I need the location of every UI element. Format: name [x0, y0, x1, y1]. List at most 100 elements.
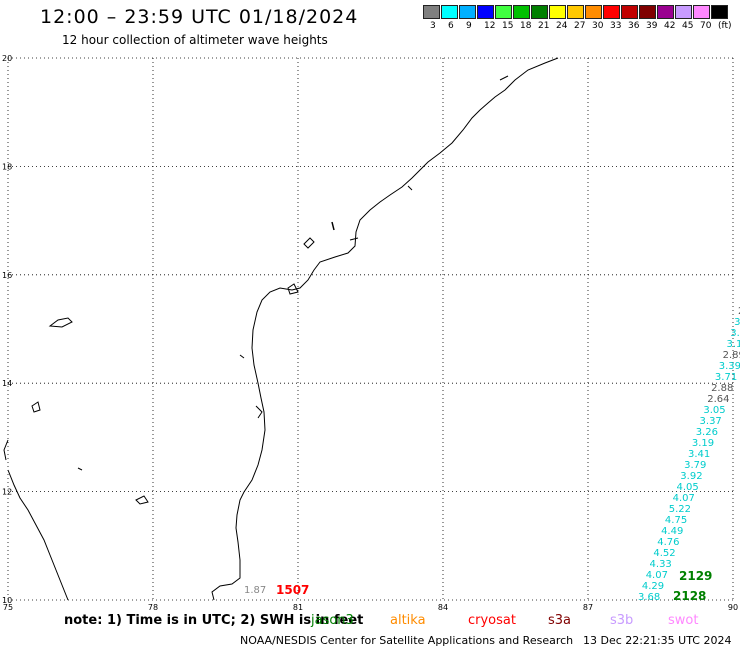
color-legend-label: 9: [466, 21, 472, 31]
island-1: [48, 317, 73, 328]
wave-height-value: 5.22: [669, 504, 691, 515]
island-2: [303, 237, 315, 249]
wave-height-value: 4.75: [665, 515, 687, 526]
altimeter-track: 3.684.294.074.334.524.764.494.755.224.07…: [638, 306, 740, 603]
island-9: [255, 405, 263, 419]
satellite-legend-item: s3a: [548, 613, 572, 628]
wave-height-value: 3.05: [703, 405, 725, 416]
wave-height-value: 4.76: [657, 537, 679, 548]
x-tick-label: 84: [438, 603, 448, 612]
y-tick-label: 10: [2, 596, 12, 605]
wave-height-value: 4.33: [650, 559, 672, 570]
color-swatch: [423, 5, 440, 19]
sri-lanka-fragment: [3, 439, 9, 461]
chart-subtitle: 12 hour collection of altimeter wave hei…: [62, 33, 328, 47]
wave-height-value: 2: [738, 306, 740, 317]
color-swatch: [711, 5, 728, 19]
wave-height-value: 3.19: [692, 438, 714, 449]
color-legend-label: 39: [646, 21, 658, 31]
island-8: [239, 354, 245, 359]
x-tick-label: 90: [728, 603, 738, 612]
color-swatch: [567, 5, 584, 19]
color-legend-label: 45: [682, 21, 694, 31]
color-swatch: [657, 5, 674, 19]
map-label: 2128: [673, 589, 706, 603]
wave-height-value: 3.41: [688, 449, 710, 460]
color-swatch: [549, 5, 566, 19]
satellite-legend-item: cryosat: [468, 613, 516, 628]
wave-height-value: 3.71: [715, 372, 737, 383]
coastline: [3, 57, 559, 601]
wave-height-value: 4.05: [676, 482, 698, 493]
color-swatch: [603, 5, 620, 19]
color-legend-label: 15: [502, 21, 514, 31]
x-tick-label: 75: [3, 603, 13, 612]
map-label: 1.87: [244, 585, 266, 596]
color-swatch: [477, 5, 494, 19]
lat-lon-grid: [7, 57, 734, 601]
color-swatch: [513, 5, 530, 19]
color-legend-label: 21: [538, 21, 550, 31]
x-tick-label: 87: [583, 603, 593, 612]
color-legend-label: 18: [520, 21, 532, 31]
wave-height-value: 4.07: [646, 570, 668, 581]
color-legend: [423, 5, 729, 19]
y-tick-label: 14: [2, 379, 12, 388]
wave-height-value: 3.1: [726, 339, 740, 350]
map-label: 1507: [276, 583, 309, 597]
wave-height-value: 3.3: [734, 317, 740, 328]
satellite-legend-item: jason3: [311, 613, 354, 628]
east-coast-india: [211, 57, 559, 601]
color-legend-label: 36: [628, 21, 640, 31]
footer-credit: NOAA/NESDIS Center for Satellite Applica…: [240, 634, 574, 647]
island-10: [407, 185, 413, 191]
note-text: note: 1) Time is in UTC; 2) SWH is in fe…: [64, 613, 364, 628]
wave-height-value: 3.68: [638, 592, 660, 603]
wave-height-value: 3.2: [730, 328, 740, 339]
color-legend-label: 70: [700, 21, 712, 31]
color-legend-label: 6: [448, 21, 454, 31]
axis-ticks: 75 78 81 84 87 90 10 12 14 16 18 20: [2, 54, 738, 612]
color-swatch: [675, 5, 692, 19]
color-swatch: [531, 5, 548, 19]
island-11: [499, 75, 509, 81]
island-4: [135, 495, 149, 505]
wave-height-value: 4.52: [653, 548, 675, 559]
color-legend-label: (ft): [718, 21, 732, 31]
wave-height-value: 3.92: [680, 471, 702, 482]
island-12: [77, 467, 83, 471]
footer-timestamp: 13 Dec 22:21:35 UTC 2024: [583, 634, 732, 647]
color-legend-label: 27: [574, 21, 586, 31]
color-swatch: [441, 5, 458, 19]
island-3: [287, 283, 299, 295]
chart-title: 12:00 – 23:59 UTC 01/18/2024: [40, 6, 359, 28]
color-legend-label: 42: [664, 21, 676, 31]
island-5: [31, 401, 41, 413]
x-tick-label: 78: [148, 603, 158, 612]
y-tick-label: 18: [2, 162, 12, 171]
wave-height-value: 4.29: [642, 581, 664, 592]
wave-height-value: 3.37: [700, 416, 722, 427]
satellite-legend-item: altika: [390, 613, 426, 628]
map-labels: 1.87 1507 2129 2128: [244, 569, 712, 603]
color-swatch: [495, 5, 512, 19]
wave-height-value: 2.89: [723, 350, 740, 361]
wave-height-value: 2.64: [707, 394, 729, 405]
wave-height-value: 4.07: [673, 493, 695, 504]
color-swatch: [639, 5, 656, 19]
satellite-legend-item: swot: [668, 613, 699, 628]
satellite-legend-item: s3b: [610, 613, 634, 628]
island-6: [331, 221, 335, 231]
map-label: 2129: [679, 569, 712, 583]
color-swatch: [693, 5, 710, 19]
color-legend-label: 3: [430, 21, 436, 31]
color-legend-label: 33: [610, 21, 622, 31]
west-coast-india: [7, 469, 69, 601]
wave-height-value: 3.39: [719, 361, 740, 372]
island-7: [349, 237, 359, 241]
color-legend-label: 12: [484, 21, 496, 31]
color-swatch: [621, 5, 638, 19]
wave-height-value: 4.49: [661, 526, 683, 537]
x-tick-label: 81: [293, 603, 303, 612]
